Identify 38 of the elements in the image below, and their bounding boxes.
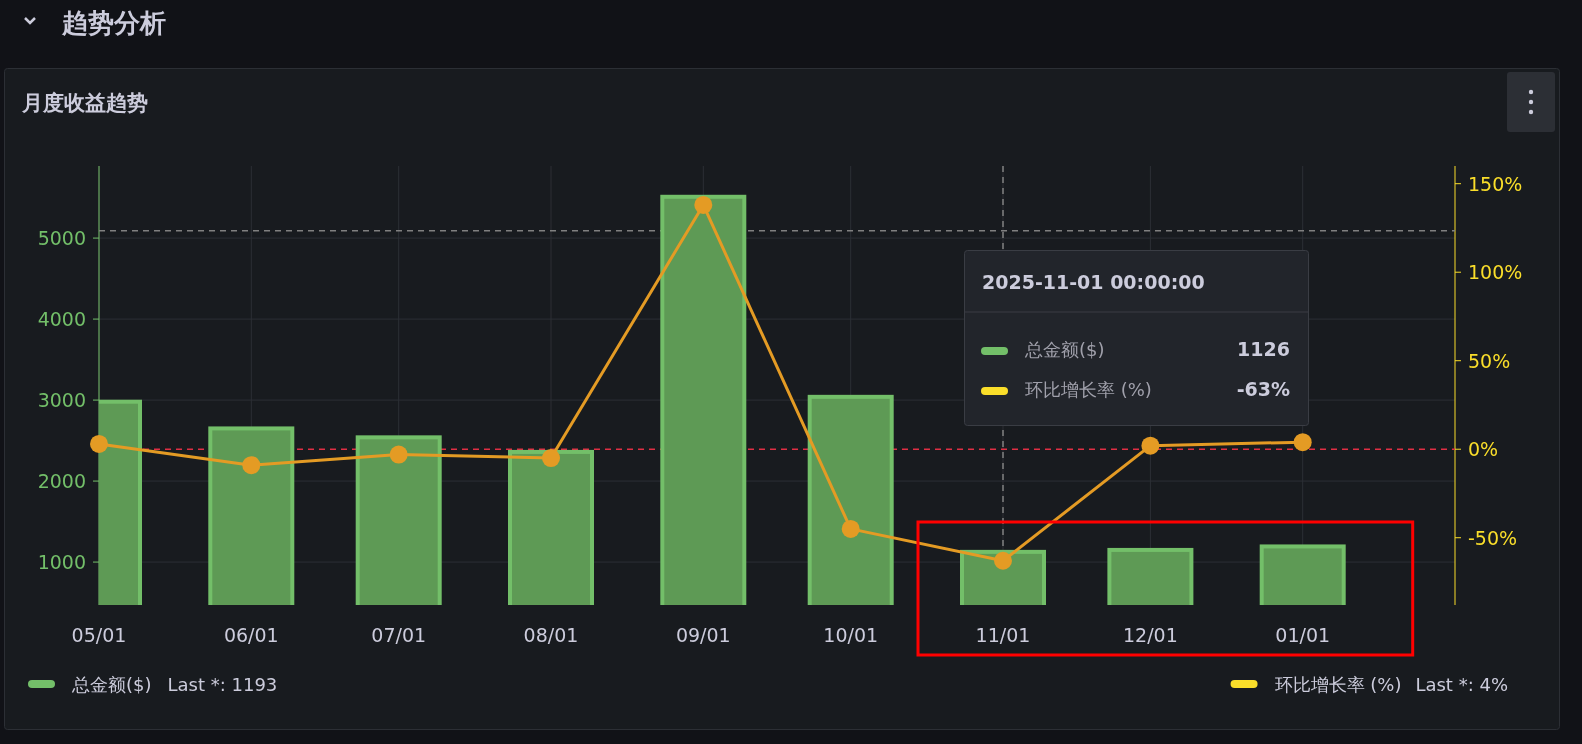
y-tick-label: 3000 (37, 389, 86, 412)
point (90, 434, 108, 453)
chart-subtitle: 趋势分析 (61, 8, 166, 38)
point (1141, 436, 1160, 455)
y2-tick-label: -50% (1468, 526, 1518, 549)
x-tick-label: 09/01 (675, 624, 731, 646)
chart-title: 月度收益趋势 (21, 91, 148, 115)
x-tick-label: 12/01 (1123, 624, 1178, 646)
series-label: 总金额($) (71, 674, 152, 695)
point (1293, 433, 1312, 452)
text: Last *: 1193 (167, 674, 278, 695)
x-tick-label: 05/01 (71, 624, 127, 646)
annotation: 2025-11-01 00:00:00 (982, 271, 1205, 293)
point (542, 449, 560, 468)
y-tick-label: 1000 (37, 551, 86, 574)
y-tick-label: 4000 (37, 308, 86, 331)
y2-tick-label: 0% (1468, 438, 1499, 461)
y2-tick-label: 50% (1468, 349, 1511, 372)
y2-tick-label: 100% (1468, 261, 1523, 284)
annotation: -63% (1236, 378, 1290, 400)
y-tick-label: 5000 (37, 227, 86, 250)
point (242, 456, 261, 475)
text: 环比增长率 (%) (1274, 674, 1402, 695)
annotation: 1126 (1237, 338, 1290, 360)
y2-tick-label: 150% (1468, 172, 1523, 195)
x-tick-label: 07/01 (371, 624, 427, 646)
point (841, 519, 860, 538)
point (389, 445, 408, 464)
point (694, 195, 713, 214)
x-tick-label: 11/01 (975, 624, 1031, 646)
x-tick-label: 01/01 (1275, 624, 1331, 646)
x-tick-label: 06/01 (223, 624, 279, 646)
y-tick-label: 2000 (37, 470, 86, 493)
x-tick-label: 08/01 (523, 624, 579, 646)
point (994, 551, 1012, 570)
x-tick-label: 10/01 (823, 624, 879, 646)
text: Last *: 4% (1415, 674, 1508, 695)
tooltip: 2025-11-01 00:00:00 总金额($) 1126 环比增长率 (%) -63% (964, 250, 1309, 426)
